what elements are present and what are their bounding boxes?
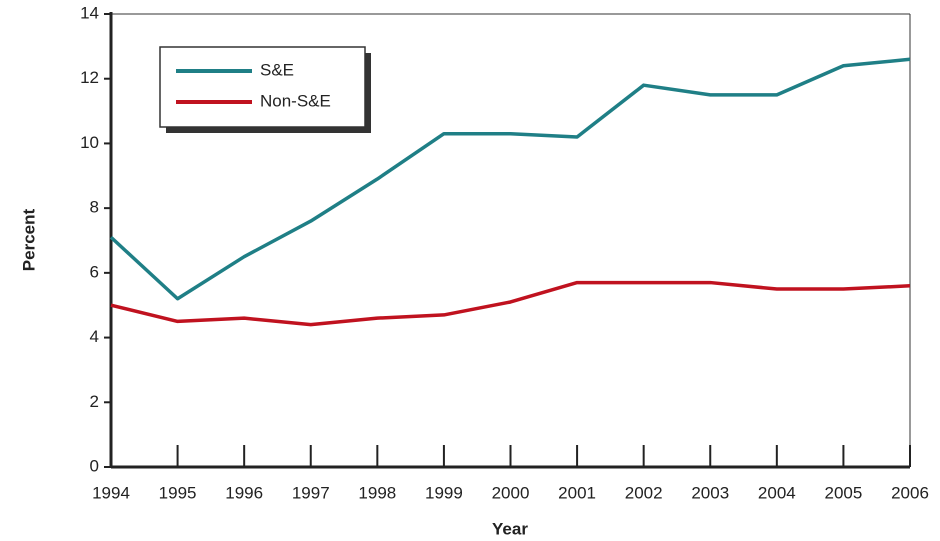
legend-label: S&E [260,60,294,79]
x-tick-label: 1996 [225,483,263,502]
x-tick-label: 1997 [292,483,330,502]
y-tick-label: 0 [90,456,99,475]
x-axis-label: Year [492,519,528,538]
y-tick-label: 8 [90,198,99,217]
x-tick-label: 2005 [825,483,863,502]
x-tick-label: 2003 [691,483,729,502]
y-tick-label: 14 [80,3,99,22]
legend-label: Non-S&E [260,91,331,110]
y-tick-label: 12 [80,68,99,87]
y-tick-label: 2 [90,392,99,411]
x-tick-label: 1995 [159,483,197,502]
y-tick-label: 4 [90,327,99,346]
y-tick-label: 10 [80,133,99,152]
x-tick-label: 2001 [558,483,596,502]
x-tick-label: 2004 [758,483,796,502]
x-tick-label: 1999 [425,483,463,502]
x-tick-label: 2000 [492,483,530,502]
x-tick-label: 1998 [358,483,396,502]
y-axis-label: Percent [19,208,38,271]
x-tick-label: 1994 [92,483,130,502]
series-line [109,57,911,301]
x-tick-label: 2002 [625,483,663,502]
legend-box [159,46,366,128]
series-line [110,280,911,327]
y-tick-label: 6 [90,262,99,281]
x-tick-label: 2006 [891,483,929,502]
